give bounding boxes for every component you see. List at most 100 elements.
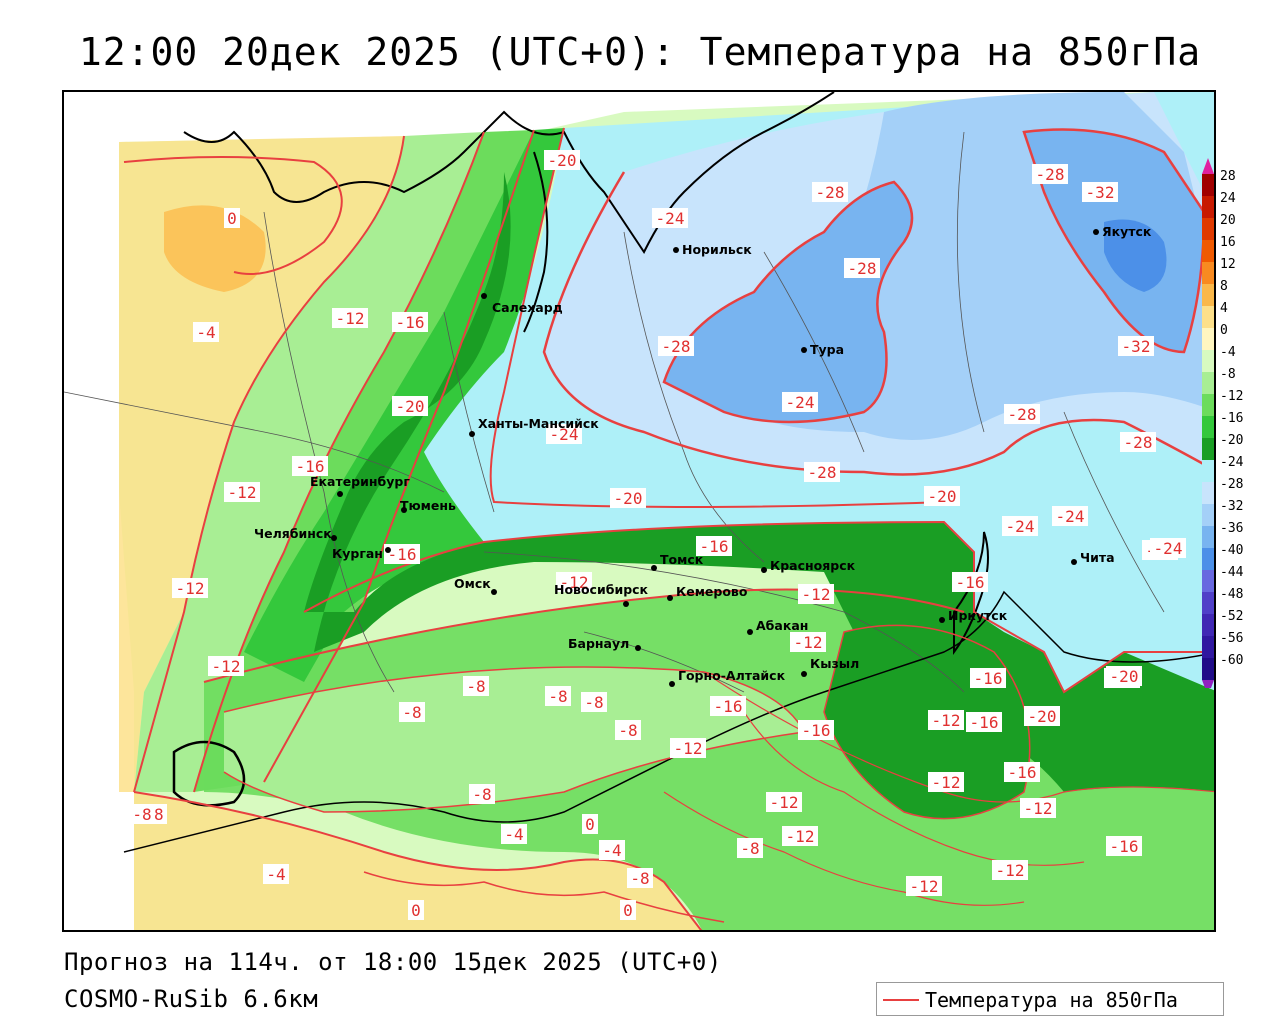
svg-text:-24: -24: [550, 425, 579, 444]
svg-text:-28: -28: [816, 183, 845, 202]
city-label: Якутск: [1102, 224, 1152, 239]
city-dot: [401, 507, 407, 513]
city-label: Ханты-Мансийск: [478, 416, 599, 431]
svg-text:-32: -32: [1086, 183, 1115, 202]
city-label: Тура: [810, 342, 844, 357]
coastline-bay: [523, 151, 549, 333]
fill-zone-deepblue: [664, 182, 912, 422]
colorbar-tick-label: 28: [1220, 169, 1236, 184]
colorbar-tick-label: -56: [1220, 631, 1243, 646]
city-dot: [939, 617, 945, 623]
city-label: Курган: [332, 546, 383, 561]
isotherm-label: -8: [615, 720, 641, 740]
isotherm-line: [303, 520, 1214, 694]
city-label: Кемерово: [676, 584, 748, 599]
city-label: Тюмень: [400, 498, 456, 513]
isotherm-label: -12: [790, 632, 826, 652]
svg-text:-28: -28: [848, 259, 877, 278]
isotherm-label: -8: [581, 692, 607, 712]
colorbar-tick-label: -28: [1220, 477, 1243, 492]
colorbar-tick-label: -16: [1220, 411, 1243, 426]
colorbar-tick-label: -4: [1220, 345, 1236, 360]
colorbar-swatch: [1202, 592, 1214, 614]
colorbar-swatch: [1202, 526, 1214, 548]
svg-text:0: 0: [227, 209, 237, 228]
city-dot: [481, 293, 487, 299]
svg-text:-20: -20: [548, 151, 577, 170]
isotherm-label: -12: [992, 860, 1028, 880]
svg-text:-12: -12: [786, 827, 815, 846]
colorbar-swatch: [1202, 218, 1214, 240]
colorbar-swatch: [1202, 548, 1214, 570]
isotherm-label: -8: [463, 676, 489, 696]
isotherm-label: -16: [384, 544, 420, 564]
svg-text:-16: -16: [974, 669, 1003, 688]
city-dot: [747, 629, 753, 635]
city-label: Новосибирск: [554, 582, 649, 597]
city-label: Красноярск: [770, 558, 856, 573]
city-dot: [651, 565, 657, 571]
isotherm-line: [223, 666, 806, 813]
isotherm-label: -8: [469, 784, 495, 804]
svg-text:-8: -8: [630, 869, 649, 888]
legend-line-swatch: [883, 999, 919, 1001]
city-label: Екатеринбург: [310, 474, 410, 489]
state-border: [123, 590, 1214, 853]
city-dot: [635, 645, 641, 651]
isotherm-label: -28: [1032, 164, 1068, 184]
isotherm-label: -16: [970, 668, 1006, 688]
isotherm-label: -24: [782, 392, 818, 412]
city-label: Иркутск: [948, 608, 1008, 623]
colorbar-swatch: [1202, 240, 1214, 262]
city-dot: [801, 347, 807, 353]
svg-text:-16: -16: [802, 721, 831, 740]
svg-text:-28: -28: [1036, 165, 1065, 184]
svg-text:-12: -12: [560, 573, 589, 592]
svg-text:-28: -28: [1008, 405, 1037, 424]
colorbar-swatch: [1202, 174, 1214, 196]
temperature-map: 0 -4 -12 -16 -20 -24 -28 -28 -32 -28 -32 -28 -20 -24 -…: [62, 90, 1216, 932]
isotherm-label: -16: [966, 712, 1002, 732]
svg-text:-20: -20: [396, 397, 425, 416]
city-label: Горно-Алтайск: [678, 668, 786, 683]
isotherm-label: -12: [906, 876, 942, 896]
isotherm-label: -12: [928, 710, 964, 730]
city-dot: [337, 491, 343, 497]
city-label: Барнаул: [568, 636, 629, 651]
city-dot: [801, 671, 807, 677]
colorbar-swatch: [1202, 614, 1214, 636]
fill-zone-deepest-east: [1104, 219, 1167, 292]
svg-text:-12: -12: [910, 877, 939, 896]
isotherm-labels: 0 -4 -12 -16 -20 -24 -28 -28 -32 -28 -32 -28 -20 -24 -…: [129, 150, 1186, 920]
colorbar-swatch: [1202, 658, 1214, 680]
isotherm-line: [263, 129, 535, 783]
svg-text:-12: -12: [770, 793, 799, 812]
isotherm-label: -20: [924, 486, 960, 506]
colorbar-swatch: [1202, 306, 1214, 328]
forecast-info: Прогноз на 114ч. от 18:00 15дек 2025 (UT…: [64, 948, 722, 976]
svg-text:-28: -28: [662, 337, 691, 356]
isotherm-label: -20: [610, 488, 646, 508]
isotherm-label: -28: [658, 336, 694, 356]
svg-text:-12: -12: [932, 773, 961, 792]
boundaries: [64, 92, 1214, 853]
svg-text:0: 0: [623, 901, 633, 920]
isotherms: [123, 127, 1214, 930]
svg-text:-28: -28: [1124, 433, 1153, 452]
isotherm-line: [1022, 128, 1206, 354]
colorbar-swatch: [1202, 350, 1214, 372]
fill-zone-lightgreen-south: [224, 667, 804, 812]
city-dot: [385, 547, 391, 553]
fill-zone-yellow-patch: [164, 205, 266, 292]
isotherm-label: -28: [1120, 432, 1156, 452]
svg-text:-20: -20: [1110, 667, 1139, 686]
colorbar-swatch: [1202, 262, 1214, 284]
colorbar-tick-label: -52: [1220, 609, 1243, 624]
colorbar-tick-label: 16: [1220, 235, 1236, 250]
colorbar-swatch: [1202, 196, 1214, 218]
svg-text:-24: -24: [786, 393, 815, 412]
colorbar-tick-label: -48: [1220, 587, 1243, 602]
page-title: 12:00 20дек 2025 (UTC+0): Температура на…: [78, 30, 1202, 74]
city-label: Челябинск: [254, 526, 332, 541]
svg-text:-8: -8: [584, 693, 603, 712]
